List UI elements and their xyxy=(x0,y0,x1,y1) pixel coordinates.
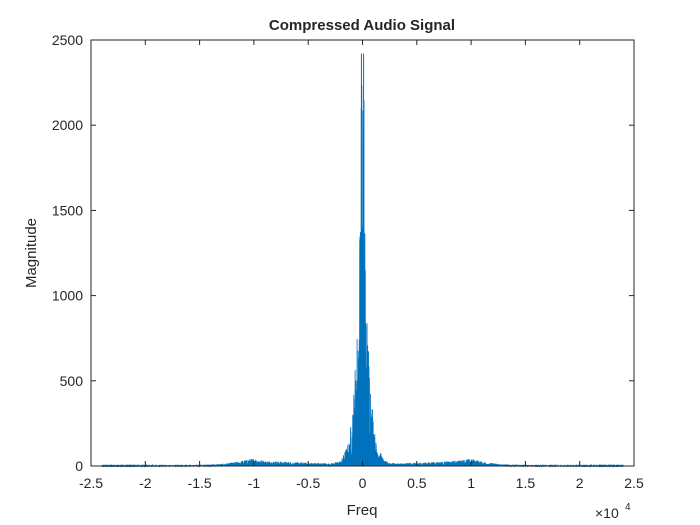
y-tick-label: 2000 xyxy=(52,117,83,133)
y-tick-label: 500 xyxy=(60,373,84,389)
y-tick-label: 2500 xyxy=(52,32,83,48)
x-tick-label: 0.5 xyxy=(407,475,427,491)
x-exponent-label: ×10 4 xyxy=(595,502,631,521)
axis-ticks: -2.5 -2 -1.5 -1 -0.5 0 0.5 1 1.5 2 2.5 0 500 1000 1500… xyxy=(52,32,644,491)
chart-title: Compressed Audio Signal xyxy=(269,17,455,34)
x-tick-label: -2.5 xyxy=(79,475,103,491)
y-tick-label: 1500 xyxy=(52,202,83,218)
x-tick-label: -2 xyxy=(139,475,152,491)
axes-box xyxy=(90,39,635,467)
y-axis-label: Magnitude xyxy=(23,218,40,288)
x-tick-label: 2 xyxy=(576,475,584,491)
x-tick-label: -1.5 xyxy=(188,475,212,491)
x-axis-label: Freq xyxy=(347,502,378,519)
x-tick-label: -1 xyxy=(248,475,261,491)
x-tick-label: 1.5 xyxy=(516,475,536,491)
x-exponent-base: ×10 xyxy=(595,505,619,521)
x-tick-label: 1 xyxy=(467,475,475,491)
x-tick-label: -0.5 xyxy=(296,475,320,491)
y-tick-label: 1000 xyxy=(52,288,83,304)
x-exponent-power: 4 xyxy=(625,502,631,513)
x-tick-label: 0 xyxy=(359,475,367,491)
y-tick-label: 0 xyxy=(75,458,83,474)
x-tick-label: 2.5 xyxy=(624,475,644,491)
